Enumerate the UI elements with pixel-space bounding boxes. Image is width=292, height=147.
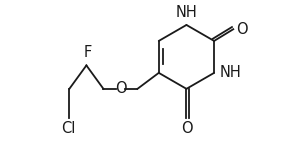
Text: NH: NH xyxy=(220,65,241,80)
Text: Cl: Cl xyxy=(61,121,76,136)
Text: F: F xyxy=(83,45,92,60)
Text: O: O xyxy=(236,22,247,37)
Text: O: O xyxy=(115,81,126,96)
Text: O: O xyxy=(181,121,192,136)
Text: NH: NH xyxy=(175,5,197,20)
